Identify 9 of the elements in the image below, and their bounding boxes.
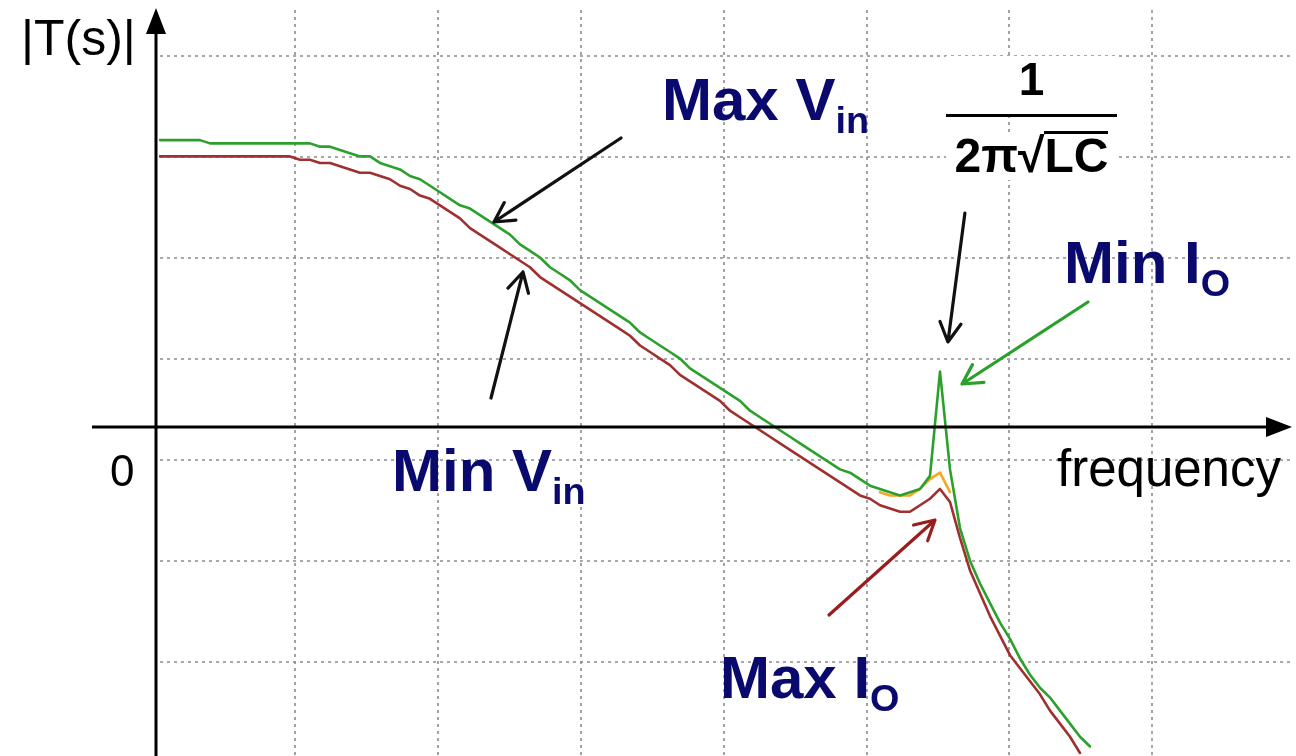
text: 0	[110, 445, 135, 495]
y-axis-title: |T(s)|	[21, 9, 136, 66]
annotation: 2π√LC	[946, 129, 1117, 182]
text: 1	[946, 53, 1117, 117]
x-axis-title: frequency	[1057, 439, 1281, 497]
annotation: Max V$_{in}$	[662, 66, 870, 142]
annotation: Min I$_{O}$	[1064, 229, 1231, 305]
annotation: Min V$_{in}$	[392, 437, 586, 513]
annotation: Max I$_{O}$	[720, 644, 900, 720]
